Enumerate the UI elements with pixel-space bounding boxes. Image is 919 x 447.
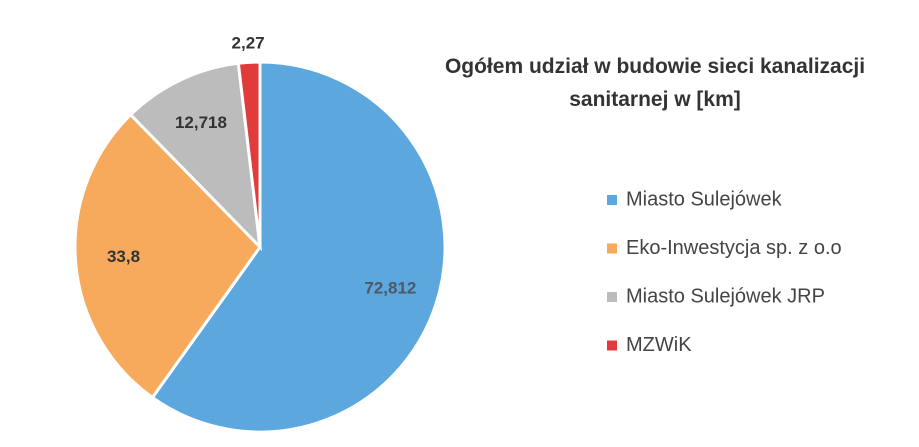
legend-swatch	[607, 195, 617, 205]
legend-swatch	[607, 243, 617, 254]
legend-label: MZWiK	[626, 334, 692, 356]
legend-swatch	[607, 292, 617, 302]
pie-slice	[150, 60, 447, 434]
chart-title: Ogółem udział w budowie sieci kanalizacj…	[444, 55, 866, 111]
legend-label: Miasto Sulejówek JRP	[626, 285, 825, 307]
legend-label: Miasto Sulejówek	[626, 188, 783, 210]
legend-swatch	[607, 340, 617, 351]
data-label: 72,812	[364, 278, 416, 297]
data-label: 33,8	[107, 247, 140, 266]
pie-slice	[128, 61, 263, 252]
pie-slice	[236, 60, 262, 248]
pie-slice	[73, 112, 262, 400]
data-label: 2,27	[232, 33, 265, 52]
data-label: 12,718	[175, 113, 227, 132]
legend-label: Eko-Inwestycja sp. z o.o	[626, 237, 842, 259]
